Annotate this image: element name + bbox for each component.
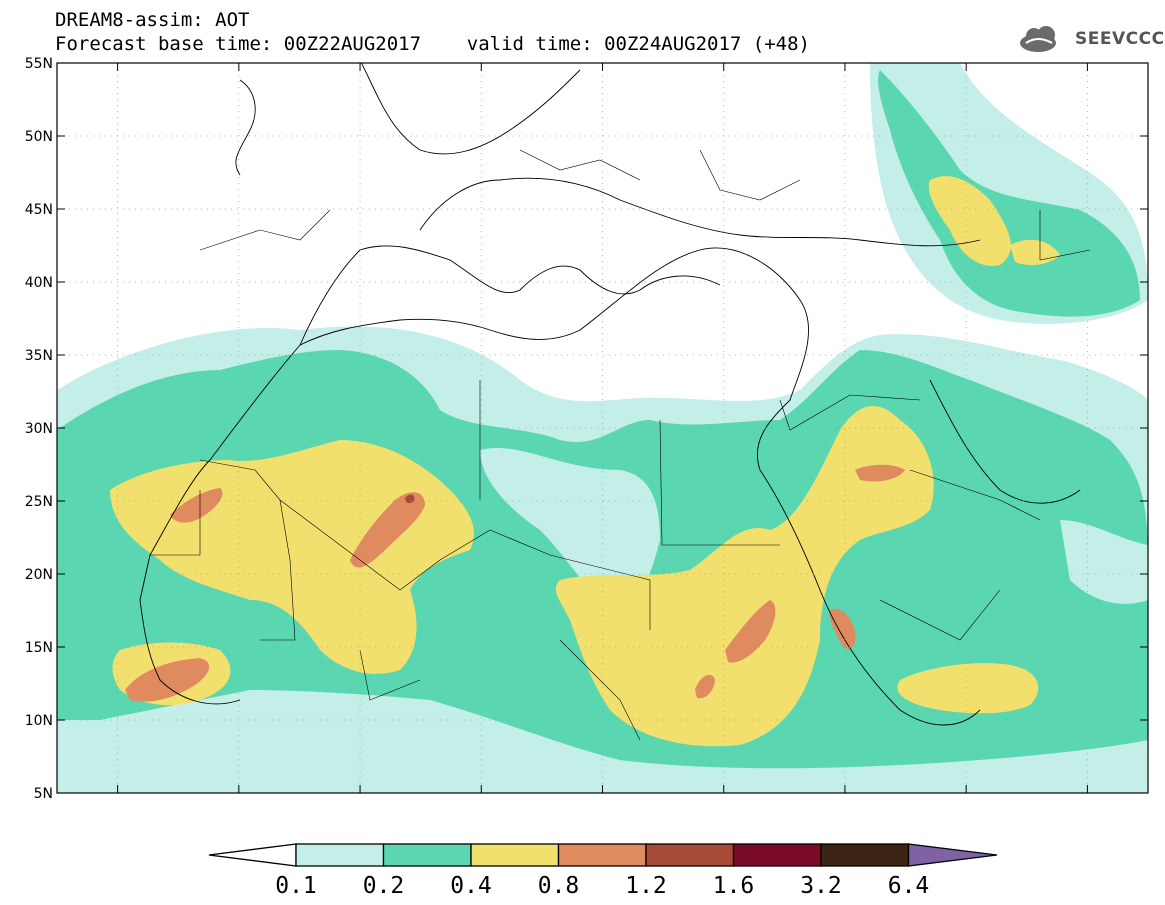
- lat-tick-label: 20N: [25, 567, 53, 583]
- cloud-icon: [1020, 26, 1056, 52]
- aot-region-yellow: [897, 663, 1039, 714]
- aot-region-orange: [829, 608, 856, 650]
- colorbar-label: 0.2: [363, 873, 405, 899]
- colorbar-box: [557, 843, 647, 867]
- lat-tick-label: 5N: [34, 786, 53, 800]
- aot-region-yellow: [555, 406, 934, 747]
- colorbar-box: [820, 843, 910, 867]
- colorbar-arrow-low: [208, 843, 297, 867]
- aot-region-light: [480, 447, 660, 610]
- colorbar-boxes: [208, 843, 998, 867]
- aot-region-orange: [125, 658, 210, 702]
- colorbar-labels: 0.1 0.2 0.4 0.8 1.2 1.6 3.2 6.4: [275, 873, 929, 899]
- aot-region-orange: [855, 464, 905, 482]
- lat-tick-labels: 55N 50N 45N 40N 35N 30N 25N 20N 15N 10N 5N: [25, 56, 1148, 800]
- aot-region-orange: [725, 600, 776, 663]
- aot-region-light: [1060, 520, 1148, 604]
- colorbar-box: [295, 843, 385, 867]
- lat-tick-label: 55N: [25, 56, 53, 72]
- forecast-time-line: Forecast base time: 00Z22AUG2017 valid t…: [55, 33, 810, 55]
- colorbar-label: 0.1: [275, 873, 317, 899]
- aot-region-orange: [170, 488, 223, 523]
- colorbar-label: 0.4: [450, 873, 492, 899]
- lat-tick-label: 35N: [25, 348, 53, 364]
- aot-region-orange: [350, 492, 425, 568]
- lat-tick-label: 10N: [25, 713, 53, 729]
- country-borders: [150, 149, 1091, 741]
- map-title: DREAM8-assim: AOT: [55, 9, 250, 31]
- lat-tick-label: 25N: [25, 494, 53, 510]
- aot-region-yellow: [928, 176, 1011, 266]
- colorbar-label: 3.2: [800, 873, 842, 899]
- colorbar-arrow-high: [907, 843, 998, 867]
- colorbar-label: 1.6: [713, 873, 755, 899]
- lon-tick-labels: 20W10W010E20E30E40E50E60E: [117, 63, 1088, 793]
- colorbar-box: [732, 843, 822, 867]
- aot-field: [57, 63, 1148, 793]
- lat-tick-label: 15N: [25, 640, 53, 656]
- coastlines: [139, 63, 1081, 726]
- lat-tick-label: 50N: [25, 129, 53, 145]
- aot-region-brown: [405, 494, 415, 504]
- colorbar-box: [645, 843, 735, 867]
- lat-tick-label: 45N: [25, 202, 53, 218]
- colorbar-box: [470, 843, 560, 867]
- aot-region-orange: [695, 674, 715, 699]
- logo-text: SEEVCCC: [1075, 29, 1165, 49]
- colorbar-label: 0.8: [538, 873, 580, 899]
- colorbar-label: 1.2: [625, 873, 667, 899]
- aot-map: 20W10W010E20E30E40E50E60E 55N 50N 45N 40N 35…: [25, 56, 1149, 800]
- colorbar-box: [382, 843, 472, 867]
- aot-region-green: [878, 70, 1140, 317]
- colorbar-label: 6.4: [888, 873, 930, 899]
- lat-tick-label: 40N: [25, 275, 53, 291]
- seevccc-logo: [1020, 26, 1056, 52]
- lat-tick-label: 30N: [25, 421, 53, 437]
